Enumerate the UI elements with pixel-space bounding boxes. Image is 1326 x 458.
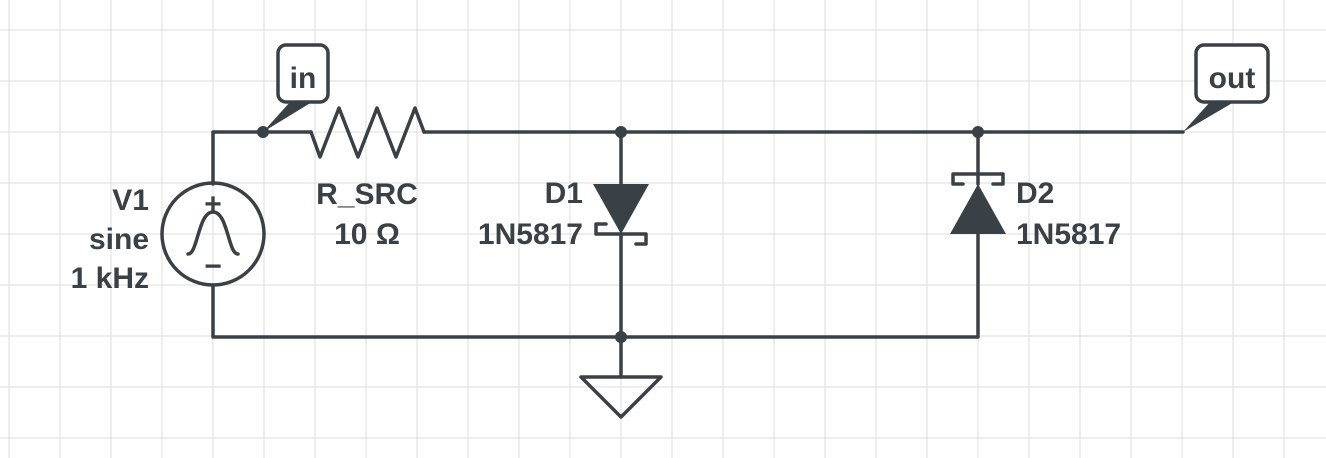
ground-triangle [579,375,663,419]
in-label-pointer [263,102,312,132]
v1-plus-sign: + [204,188,222,221]
junction-d1-top [615,126,627,138]
v1-freq-label: 1 kHz [71,262,149,295]
v1-type-label: sine [89,223,149,256]
d2-part-label: 1N5817 [1016,218,1121,251]
v1-source-circle [160,181,266,287]
in-label-box [276,43,330,104]
v1-source[interactable]: + − [160,181,266,287]
sine-wave-icon [186,210,240,256]
out-label-pointer [1183,102,1234,132]
junction-d2-top [972,126,984,138]
r-src-value-label: 10 Ω [334,218,400,251]
d1-part-label: 1N5817 [478,218,583,251]
diode-d1[interactable] [593,184,649,246]
junction-ground [615,331,627,343]
diode-d2[interactable] [950,172,1006,234]
in-label-text: in [290,62,317,95]
out-label-text: out [1209,62,1256,95]
d2-diode-triangle [950,184,1006,234]
d1-name-label: D1 [545,177,583,210]
resistor-r-src[interactable] [309,106,426,159]
ground-icon [579,375,663,419]
d2-name-label: D2 [1016,177,1054,210]
resistor-zigzag [309,106,426,159]
net-label-in[interactable]: in [263,43,330,132]
net-label-out[interactable]: out [1183,43,1270,132]
v1-minus-sign: − [204,250,222,283]
wire-left-top [211,130,313,186]
wires [211,130,1185,379]
out-label-box [1194,43,1270,104]
d1-schottky-bar [594,222,648,246]
wire-bottom [211,232,980,339]
d2-schottky-bar [951,172,1005,186]
d1-diode-triangle [593,184,649,234]
r-src-name-label: R_SRC [316,178,418,211]
v1-name-label: V1 [112,184,149,217]
